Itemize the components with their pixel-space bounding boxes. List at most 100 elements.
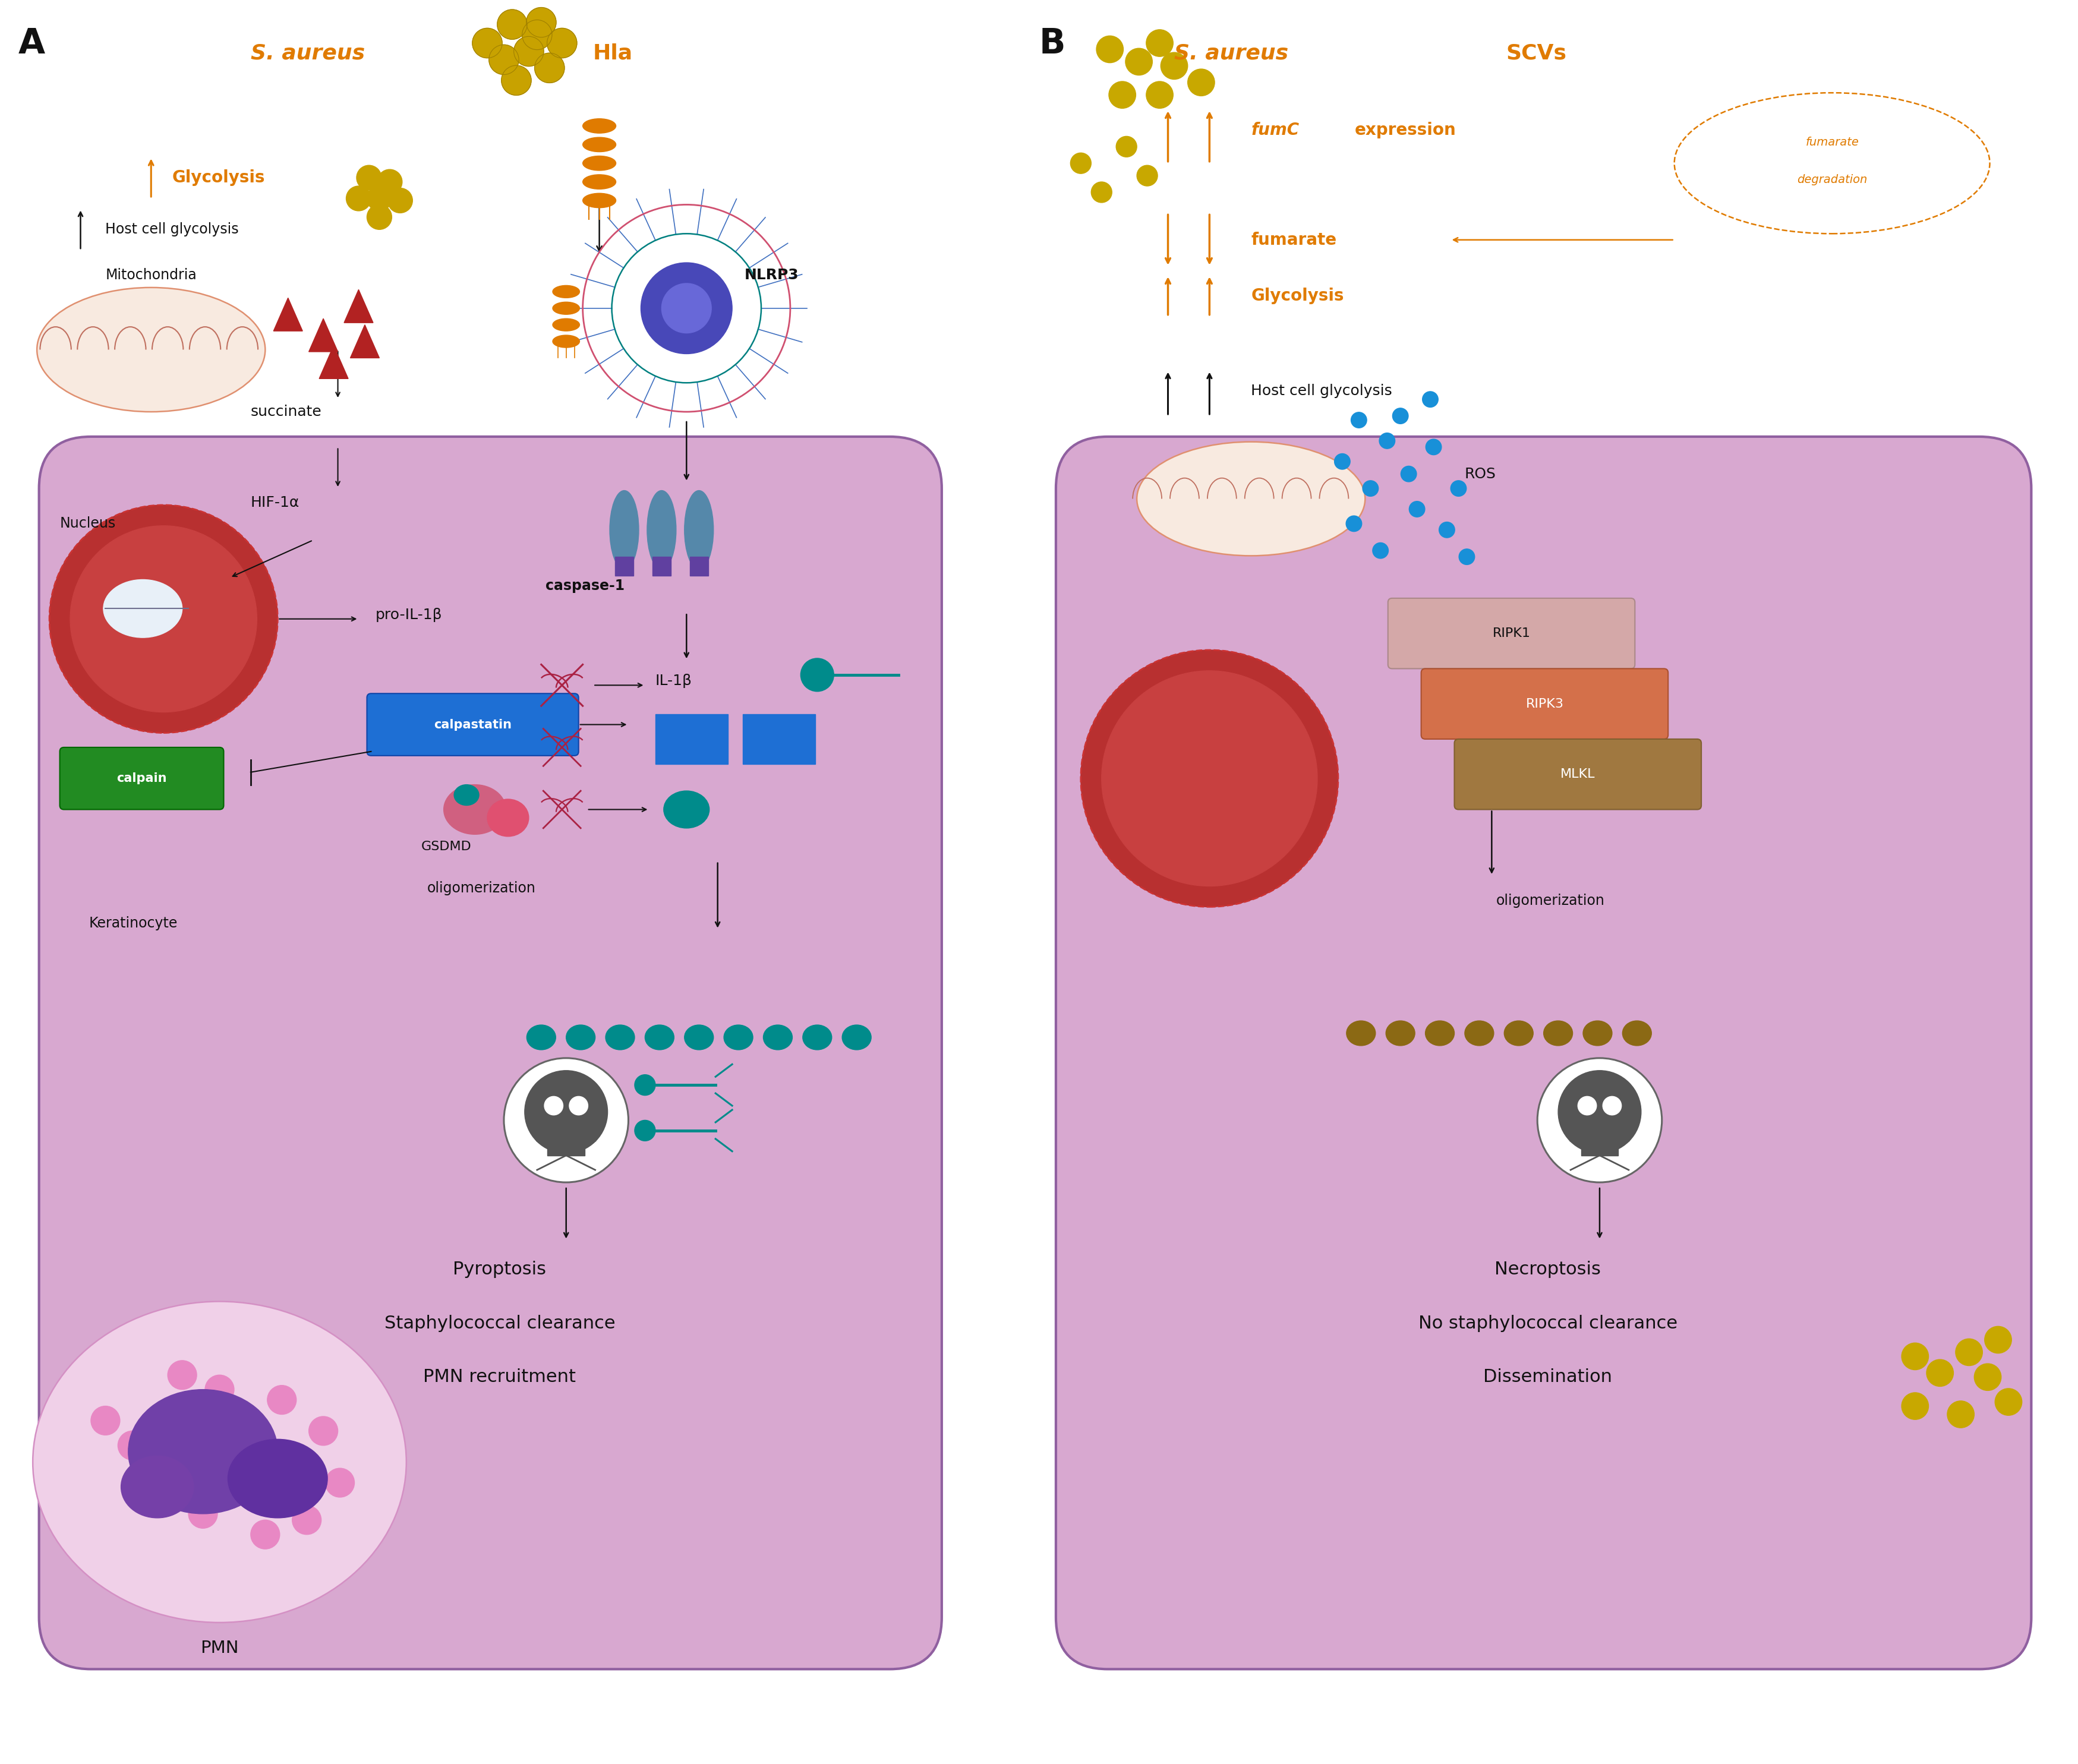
Text: Glycolysis: Glycolysis [172, 169, 264, 185]
Circle shape [569, 1097, 588, 1115]
Circle shape [1101, 670, 1317, 886]
Circle shape [1558, 1071, 1642, 1154]
Circle shape [534, 53, 565, 83]
Text: Hla: Hla [592, 44, 634, 64]
Circle shape [1577, 1097, 1596, 1115]
Text: Dissemination: Dissemination [1484, 1369, 1613, 1387]
Ellipse shape [684, 490, 713, 570]
Text: Staphylococcal clearance: Staphylococcal clearance [384, 1314, 615, 1332]
Circle shape [278, 1468, 308, 1498]
Circle shape [661, 284, 711, 333]
Ellipse shape [763, 1025, 792, 1050]
Text: Keratinocyte: Keratinocyte [89, 916, 177, 931]
Ellipse shape [443, 785, 505, 834]
Circle shape [1538, 1058, 1662, 1182]
Circle shape [50, 505, 278, 732]
Ellipse shape [526, 1025, 555, 1050]
Circle shape [368, 205, 391, 229]
Circle shape [1160, 53, 1187, 79]
Circle shape [1995, 1388, 2022, 1415]
Ellipse shape [553, 286, 580, 298]
Circle shape [1187, 69, 1214, 95]
Ellipse shape [553, 319, 580, 332]
Ellipse shape [1544, 1021, 1573, 1046]
Text: No staphylococcal clearance: No staphylococcal clearance [1417, 1314, 1677, 1332]
Text: B: B [1039, 26, 1066, 60]
Ellipse shape [582, 138, 615, 152]
Text: RIPK1: RIPK1 [1492, 628, 1529, 639]
Ellipse shape [609, 490, 638, 570]
Circle shape [497, 9, 528, 39]
Circle shape [524, 1071, 607, 1154]
Circle shape [378, 169, 401, 194]
Circle shape [513, 37, 544, 67]
Ellipse shape [1426, 1021, 1455, 1046]
Circle shape [251, 1521, 281, 1549]
FancyBboxPatch shape [1056, 437, 2030, 1669]
Text: A: A [19, 26, 46, 60]
Circle shape [71, 526, 258, 713]
Circle shape [1070, 153, 1091, 173]
Text: PMN recruitment: PMN recruitment [424, 1369, 576, 1387]
Circle shape [268, 1385, 297, 1415]
Ellipse shape [229, 1439, 328, 1519]
Circle shape [1459, 549, 1473, 564]
Text: expression: expression [1355, 122, 1457, 138]
Polygon shape [351, 325, 380, 358]
Circle shape [1984, 1327, 2012, 1353]
Circle shape [168, 1360, 197, 1390]
Circle shape [634, 1120, 655, 1141]
Circle shape [1347, 515, 1361, 531]
Text: caspase-1: caspase-1 [544, 579, 623, 593]
Circle shape [526, 7, 557, 37]
Circle shape [1426, 439, 1440, 455]
Circle shape [488, 44, 520, 74]
Text: Pyroptosis: Pyroptosis [453, 1261, 547, 1277]
Ellipse shape [553, 302, 580, 314]
Text: NLRP3: NLRP3 [744, 268, 798, 282]
Circle shape [1095, 35, 1122, 64]
Ellipse shape [37, 288, 266, 411]
Ellipse shape [1386, 1021, 1415, 1046]
Circle shape [91, 1406, 121, 1436]
Circle shape [293, 1505, 322, 1535]
Circle shape [368, 185, 391, 212]
Text: Mitochondria: Mitochondria [106, 268, 197, 282]
Ellipse shape [565, 1025, 594, 1050]
Circle shape [522, 19, 553, 49]
Text: MLKL: MLKL [1561, 769, 1594, 780]
Text: SCVs: SCVs [1507, 44, 1567, 64]
Bar [742, 714, 815, 764]
Bar [1581, 1134, 1619, 1155]
Circle shape [1955, 1339, 1982, 1365]
Circle shape [1901, 1342, 1928, 1371]
Ellipse shape [605, 1025, 634, 1050]
FancyBboxPatch shape [368, 693, 578, 755]
Circle shape [189, 1499, 218, 1528]
Text: pro-IL-1β: pro-IL-1β [376, 607, 443, 623]
Circle shape [1124, 48, 1151, 76]
Circle shape [640, 263, 731, 355]
Text: calpain: calpain [116, 773, 166, 785]
Circle shape [1421, 392, 1438, 407]
Circle shape [1438, 522, 1455, 538]
Ellipse shape [1623, 1021, 1652, 1046]
Text: Nucleus: Nucleus [60, 517, 116, 531]
Text: oligomerization: oligomerization [426, 880, 536, 896]
Circle shape [1108, 81, 1135, 108]
Circle shape [1116, 136, 1137, 157]
Ellipse shape [723, 1025, 752, 1050]
Text: S. aureus: S. aureus [1174, 44, 1288, 64]
Text: PMN: PMN [199, 1641, 239, 1656]
Ellipse shape [582, 175, 615, 189]
Circle shape [1926, 1360, 1953, 1387]
FancyBboxPatch shape [1455, 739, 1700, 810]
Circle shape [544, 1097, 563, 1115]
Circle shape [1145, 81, 1172, 108]
Circle shape [634, 1074, 655, 1095]
Circle shape [1901, 1392, 1928, 1420]
Polygon shape [274, 298, 303, 332]
Circle shape [357, 166, 382, 191]
Bar [690, 557, 709, 575]
Text: S. aureus: S. aureus [251, 44, 366, 64]
